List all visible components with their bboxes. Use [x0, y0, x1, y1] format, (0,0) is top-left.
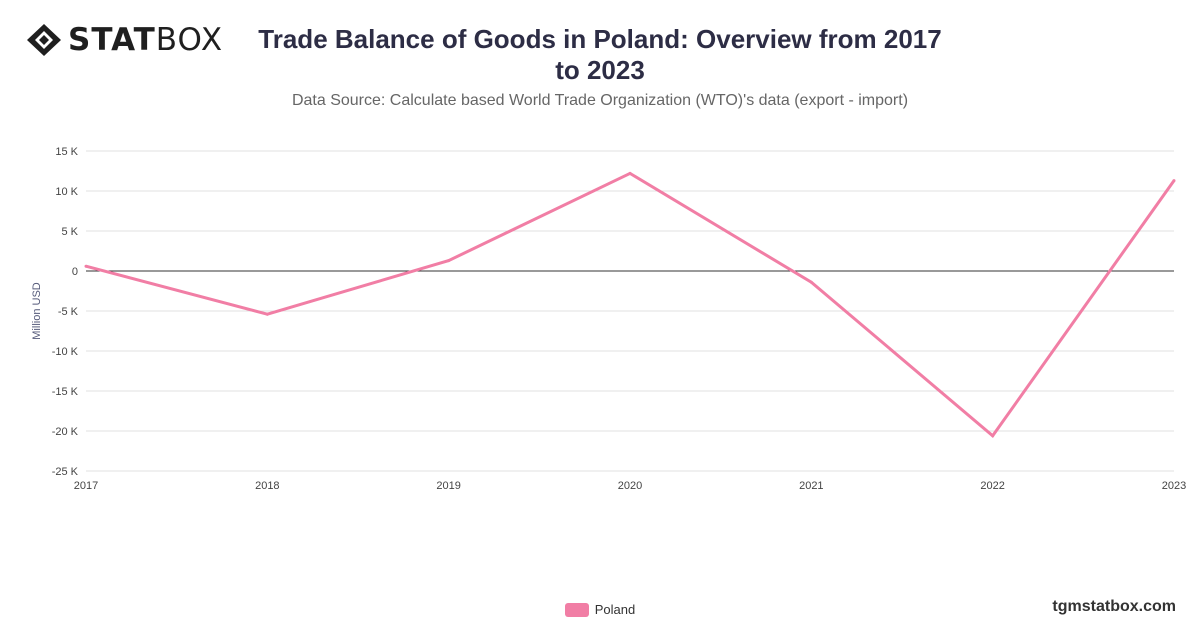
y-tick-label: -15 K [52, 386, 79, 398]
brand-wordmark: STATBOX [68, 22, 223, 58]
y-tick-label: -20 K [52, 426, 79, 438]
y-tick-label: -5 K [58, 306, 79, 318]
y-tick-label: 15 K [55, 146, 78, 158]
x-tick-label: 2018 [255, 480, 279, 492]
legend-label-poland: Poland [594, 602, 636, 617]
y-tick-label: -25 K [52, 466, 79, 478]
brand-name-bold: STAT [68, 22, 156, 58]
legend[interactable]: Poland [0, 602, 1200, 617]
brand-logo: STATBOX [26, 22, 223, 58]
data-point [265, 312, 269, 316]
x-tick-label: 2022 [980, 480, 1004, 492]
y-axis-label: Million USD [31, 282, 43, 340]
data-point [84, 264, 88, 268]
y-tick-label: 5 K [61, 226, 78, 238]
x-tick-label: 2023 [1162, 480, 1186, 492]
data-point [628, 171, 632, 175]
chart-title: Trade Balance of Goods in Poland: Overvi… [258, 24, 942, 85]
website-watermark: tgmstatbox.com [1052, 598, 1176, 615]
data-point [447, 259, 451, 263]
data-point [991, 434, 995, 438]
data-point [1172, 179, 1176, 183]
x-tick-label: 2017 [74, 480, 98, 492]
x-tick-label: 2021 [799, 480, 823, 492]
y-tick-label: -10 K [52, 346, 79, 358]
chart-subtitle: Data Source: Calculate based World Trade… [291, 92, 909, 109]
y-tick-label: 0 [72, 266, 78, 278]
x-tick-label: 2020 [618, 480, 642, 492]
diamond-logo-icon [27, 24, 61, 56]
legend-swatch [564, 602, 589, 617]
y-tick-label: 10 K [55, 186, 78, 198]
x-tick-label: 2019 [436, 480, 460, 492]
data-point [809, 280, 813, 284]
series-line-poland [85, 171, 1176, 439]
brand-name-light: BOX [155, 22, 224, 58]
